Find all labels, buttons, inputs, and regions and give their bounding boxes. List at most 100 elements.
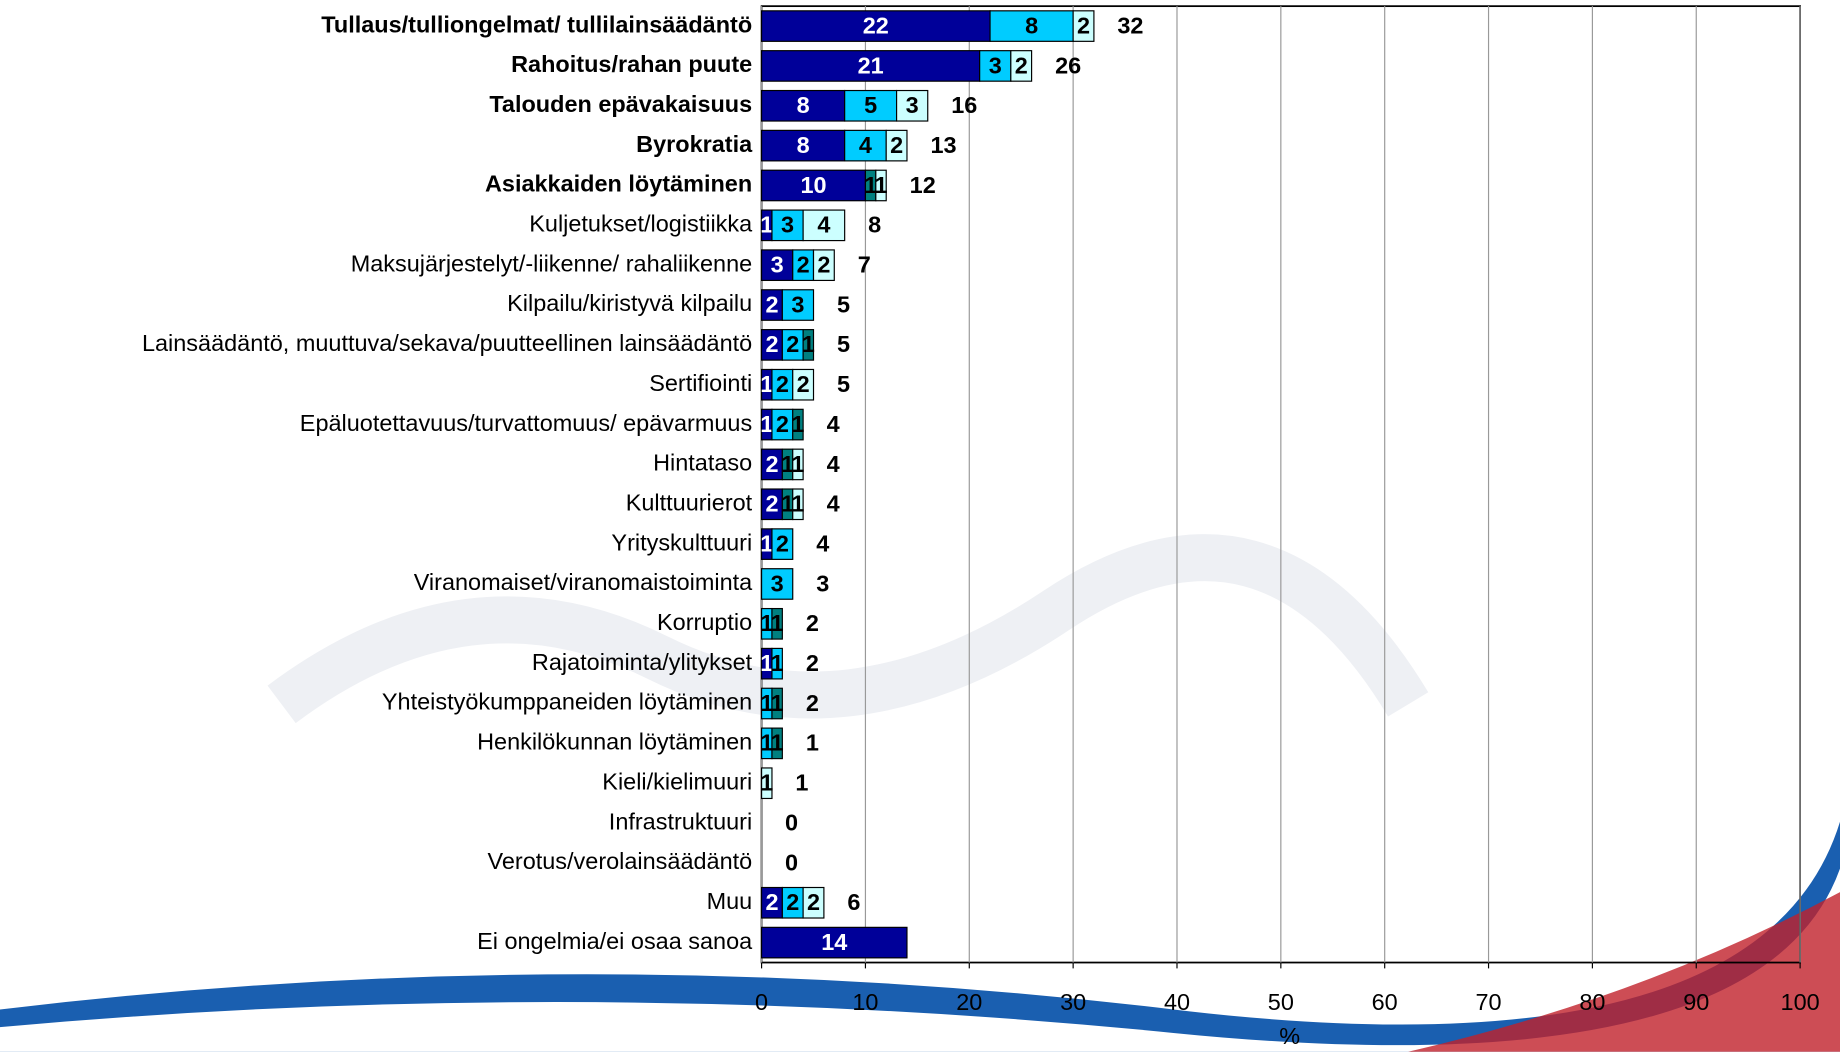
bar-segment: [760, 767, 773, 800]
y-tick-label: Korruptio: [657, 609, 752, 635]
x-tick-label: 20: [956, 989, 982, 1015]
segment-label: 1: [760, 212, 773, 238]
bar-segment: [781, 289, 815, 321]
segment-label: 1: [760, 371, 773, 397]
y-tick-label: Tullaus/tulliongelmat/ tullilainsäädäntö: [321, 11, 752, 37]
segment-label: 2: [797, 252, 810, 278]
y-tick-label: Infrastruktuuri: [609, 808, 752, 834]
segment-label: 8: [797, 132, 810, 158]
segment-label: 1: [771, 610, 784, 636]
bar-segment: [1010, 50, 1033, 82]
y-tick-label: Muu: [707, 888, 753, 914]
y-tick-label: Rajatoiminta/ylitykset: [532, 649, 753, 675]
bar-segment: [812, 249, 835, 282]
segment-label: 2: [890, 132, 903, 158]
total-label: 8: [868, 212, 881, 238]
segment-label: 8: [797, 92, 810, 118]
y-tick-label: Epäluotettavuus/turvattomuus/ epävarmuus: [300, 410, 752, 436]
x-axis-title: %: [1279, 1023, 1300, 1049]
x-tick-label: 100: [1781, 989, 1820, 1015]
bar-segment: [771, 607, 783, 640]
bar-segment: [792, 448, 804, 481]
bar-segment: [844, 129, 887, 162]
segment-label: 4: [817, 212, 830, 238]
swoosh: [0, 821, 1840, 1052]
bar-segment: [875, 169, 887, 202]
segment-label: 2: [807, 889, 820, 915]
segment-label: 3: [989, 52, 1002, 78]
x-tick-label: 10: [852, 989, 878, 1015]
total-label: 12: [910, 172, 936, 198]
bar-segment: [760, 926, 908, 959]
y-tick-label: Kuljetukset/logistiikka: [529, 211, 753, 237]
segment-label: 1: [760, 610, 773, 636]
segment-label: 3: [906, 92, 919, 118]
segment-label: 2: [776, 371, 789, 397]
total-label: 0: [785, 809, 798, 835]
bar-segment: [760, 129, 846, 162]
swoosh-inner: [0, 868, 1840, 1052]
segment-label: 5: [864, 92, 877, 118]
bar-segment: [989, 10, 1074, 42]
bar-segment: [771, 647, 783, 680]
y-tick-label: Sertifiointi: [649, 370, 752, 396]
bar-segment: [1072, 10, 1095, 42]
segment-label: 1: [874, 172, 887, 198]
segment-label: 1: [791, 451, 804, 477]
segment-label: 3: [771, 252, 784, 278]
x-tick-label: 60: [1372, 989, 1398, 1015]
y-tick-label: Ei ongelmia/ei osaa sanoa: [477, 928, 753, 954]
total-label: 6: [847, 889, 860, 915]
segment-label: 1: [802, 331, 815, 357]
bar-segment: [885, 129, 908, 162]
y-tick-label: Kulttuurierot: [626, 489, 753, 515]
segment-label: 8: [1025, 12, 1038, 38]
segment-label: 2: [765, 291, 778, 317]
segment-label: 1: [791, 491, 804, 517]
segment-label: 2: [786, 331, 799, 357]
segment-label: 1: [791, 411, 804, 437]
y-tick-label: Hintataso: [653, 450, 752, 476]
segment-label: 1: [864, 172, 877, 198]
y-tick-label: Asiakkaiden löytäminen: [485, 171, 752, 197]
segment-label: 10: [800, 172, 826, 198]
segment-label: 2: [765, 331, 778, 357]
bar-segment: [802, 209, 846, 242]
segment-label: 1: [781, 491, 794, 517]
total-label: 5: [837, 331, 850, 357]
segment-label: 3: [791, 291, 804, 317]
bar-segment: [802, 329, 815, 361]
segment-label: 2: [817, 252, 830, 278]
y-tick-label: Yhteistyökumppaneiden löytäminen: [382, 689, 752, 715]
y-tick-label: Maksujärjestelyt/-liikenne/ rahaliikenne: [351, 250, 752, 276]
total-label: 13: [930, 132, 956, 158]
segment-label: 1: [771, 650, 784, 676]
segment-label: 22: [863, 12, 889, 38]
segment-label: 2: [765, 451, 778, 477]
y-tick-label: Kieli/kielimuuri: [602, 768, 752, 794]
total-label: 2: [806, 610, 819, 636]
segment-label: 2: [776, 411, 789, 437]
segment-label: 2: [776, 530, 789, 556]
y-tick-label: Talouden epävakaisuus: [489, 91, 752, 117]
segment-label: 2: [786, 889, 799, 915]
bar-segment: [771, 209, 804, 242]
bar-segment: [760, 249, 794, 282]
segment-label: 2: [1015, 52, 1028, 78]
segment-label: 1: [760, 530, 773, 556]
total-label: 4: [827, 451, 840, 477]
y-tick-label: Rahoitus/rahan puute: [511, 51, 752, 77]
segment-label: 1: [760, 411, 773, 437]
x-tick-label: 70: [1475, 989, 1501, 1015]
segment-label: 3: [771, 570, 784, 596]
total-label: 5: [837, 291, 850, 317]
bar-segment: [792, 408, 804, 441]
x-tick-label: 30: [1060, 989, 1086, 1015]
y-tick-label: Viranomaiset/viranomaistoiminta: [414, 569, 753, 595]
total-label: 4: [827, 411, 840, 437]
segment-label: 2: [797, 371, 810, 397]
y-tick-label: Verotus/verolainsäädäntö: [488, 848, 753, 874]
total-label: 26: [1055, 52, 1081, 78]
segment-label: 1: [760, 770, 773, 796]
